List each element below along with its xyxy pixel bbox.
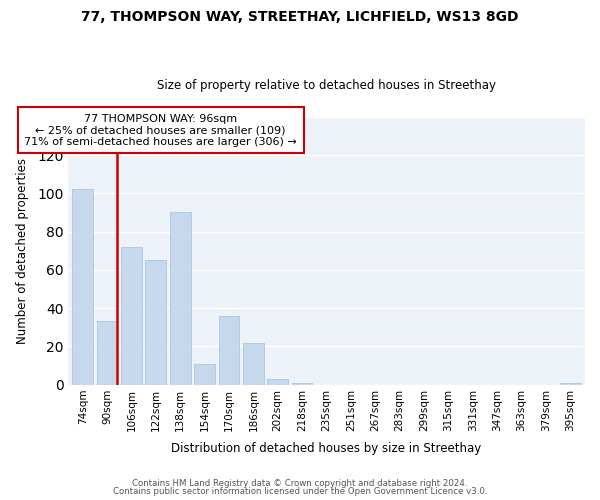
X-axis label: Distribution of detached houses by size in Streethay: Distribution of detached houses by size …	[172, 442, 482, 455]
Bar	[170, 212, 191, 384]
Bar	[243, 342, 264, 384]
Bar	[560, 382, 581, 384]
Bar	[121, 247, 142, 384]
Text: 77 THOMPSON WAY: 96sqm
← 25% of detached houses are smaller (109)
71% of semi-de: 77 THOMPSON WAY: 96sqm ← 25% of detached…	[25, 114, 297, 147]
Y-axis label: Number of detached properties: Number of detached properties	[16, 158, 29, 344]
Text: Contains public sector information licensed under the Open Government Licence v3: Contains public sector information licen…	[113, 487, 487, 496]
Bar	[97, 322, 118, 384]
Bar	[292, 382, 313, 384]
Bar	[194, 364, 215, 384]
Text: Contains HM Land Registry data © Crown copyright and database right 2024.: Contains HM Land Registry data © Crown c…	[132, 478, 468, 488]
Bar	[72, 190, 93, 384]
Bar	[218, 316, 239, 384]
Title: Size of property relative to detached houses in Streethay: Size of property relative to detached ho…	[157, 79, 496, 92]
Bar	[145, 260, 166, 384]
Text: 77, THOMPSON WAY, STREETHAY, LICHFIELD, WS13 8GD: 77, THOMPSON WAY, STREETHAY, LICHFIELD, …	[81, 10, 519, 24]
Bar	[268, 379, 288, 384]
